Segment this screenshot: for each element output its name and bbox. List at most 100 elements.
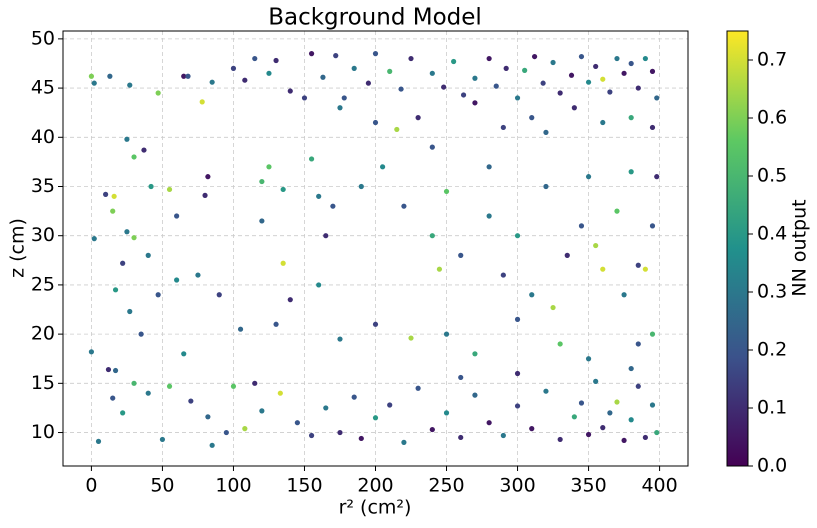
scatter-point (195, 272, 201, 278)
scatter-point (301, 95, 308, 101)
scatter-point (443, 331, 450, 337)
scatter-point (564, 252, 570, 258)
scatter-point (280, 186, 286, 193)
scatter-point (145, 390, 151, 396)
plot-frame (62, 30, 689, 467)
scatter-point (273, 57, 279, 64)
scatter-point (287, 88, 293, 94)
scatter-point (380, 164, 386, 170)
scatter-point (529, 115, 535, 121)
scatter-point (649, 331, 656, 337)
scatter-point (337, 105, 343, 111)
scatter-point (486, 164, 492, 170)
scatter-point (458, 434, 464, 441)
scatter-point (472, 351, 478, 357)
scatter-point (628, 169, 634, 175)
scatter-point (514, 316, 521, 322)
y-tick-label: 20 (31, 323, 55, 345)
scatter-point (585, 174, 592, 180)
scatter-point (372, 321, 379, 327)
scatter-point (642, 55, 648, 62)
scatter-point (621, 70, 627, 76)
scatter-point (145, 252, 151, 258)
scatter-point (593, 378, 599, 384)
x-axis-label: r² (cm²) (339, 497, 412, 519)
scatter-point (127, 308, 133, 315)
colorbar-tick-label: 0.7 (757, 49, 787, 71)
scatter-point (543, 388, 549, 394)
scatter-point (415, 115, 421, 121)
scatter-point (216, 292, 222, 298)
scatter-point (472, 100, 478, 106)
scatter-point (514, 233, 521, 239)
scatter-point (503, 65, 509, 71)
scatter-point (209, 442, 215, 448)
y-tick-label: 35 (31, 175, 55, 197)
scatter-point (649, 223, 656, 229)
scatter-point (628, 417, 634, 423)
scatter-point (429, 144, 435, 150)
scatter-point (259, 218, 265, 224)
scatter-point (531, 53, 538, 60)
y-tick-label: 15 (31, 372, 55, 394)
scatter-point (486, 420, 492, 426)
x-tick-label: 50 (150, 475, 174, 497)
scatter-point (429, 426, 435, 433)
x-tick-label: 150 (286, 475, 322, 497)
scatter-point (628, 365, 634, 372)
scatter-point (654, 429, 660, 436)
scatter-point (110, 208, 116, 214)
colorbar-tick-label: 0.5 (757, 165, 787, 187)
scatter-point (529, 426, 535, 432)
scatter-point (308, 156, 315, 162)
scatter-point (124, 136, 130, 142)
scatter-point (372, 119, 379, 126)
scatter-point (460, 92, 467, 98)
y-tick-label: 50 (31, 27, 55, 49)
scatter-point (543, 183, 549, 190)
scatter-point (654, 174, 660, 180)
scatter-point (486, 213, 492, 219)
scatter-point (131, 154, 137, 160)
scatter-point (621, 437, 627, 444)
y-tick-label: 10 (31, 421, 55, 443)
scatter-point (472, 392, 478, 398)
scatter-point (543, 129, 549, 135)
scatter-point (415, 385, 421, 391)
scatter-point (351, 65, 357, 71)
scatter-point (540, 80, 546, 86)
scatter-point (493, 83, 499, 89)
scatter-point (280, 260, 286, 266)
scatter-point (372, 415, 379, 421)
scatter-point (308, 51, 315, 57)
scatter-point (155, 292, 161, 298)
scatter-point (112, 287, 119, 293)
x-tick-label: 400 (641, 475, 677, 497)
scatter-point (649, 402, 656, 408)
scatter-point (181, 73, 187, 79)
scatter-point (242, 426, 248, 432)
scatter-point (230, 383, 237, 389)
scatter-point (571, 414, 577, 420)
scatter-point (88, 73, 95, 79)
scatter-point (223, 429, 229, 436)
scatter-point (398, 86, 404, 92)
colorbar-tick-label: 0.4 (757, 223, 787, 245)
x-tick-label: 0 (85, 475, 97, 497)
scatter-point (174, 213, 180, 219)
scatter-point (550, 59, 556, 66)
scatter-point (557, 341, 563, 347)
y-tick-label: 45 (31, 77, 55, 99)
scatter-point (365, 80, 371, 86)
scatter-point (550, 304, 556, 311)
scatter-point (230, 65, 237, 71)
scatter-point (95, 438, 102, 444)
scatter-point (88, 349, 95, 355)
scatter-point (578, 53, 585, 60)
scatter-point (131, 235, 137, 241)
chart-title: Background Model (268, 5, 482, 31)
scatter-point (500, 272, 506, 278)
scatter-point (408, 335, 414, 341)
scatter-point (571, 105, 577, 111)
